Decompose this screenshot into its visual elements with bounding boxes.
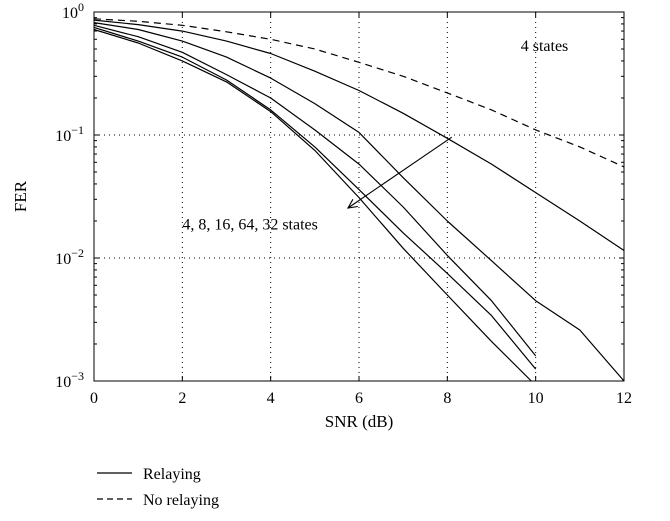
series-line-relaying-5 bbox=[93, 28, 532, 382]
legend-label-relaying: Relaying bbox=[143, 466, 201, 483]
series-line-no-relaying-0 bbox=[93, 18, 625, 168]
x-tick-label: 2 bbox=[178, 390, 186, 407]
series-line-relaying-3 bbox=[93, 24, 537, 357]
y-axis-label: FER bbox=[11, 180, 30, 212]
legend-label-no-relaying: No relaying bbox=[143, 492, 219, 509]
annotation-arrowhead bbox=[346, 199, 358, 209]
x-tick-label: 4 bbox=[267, 390, 275, 407]
x-tick-label: 8 bbox=[443, 390, 451, 407]
no-relaying-annotation: 4 states bbox=[521, 38, 569, 55]
series-line-relaying-2 bbox=[93, 22, 625, 382]
x-axis-label: SNR (dB) bbox=[325, 412, 393, 431]
annotation-layer: 4 states 4, 8, 16, 64, 32 states bbox=[182, 38, 568, 233]
relaying-annotation: 4, 8, 16, 64, 32 states bbox=[182, 217, 318, 234]
x-tick-label: 10 bbox=[528, 390, 544, 407]
series-line-relaying-1 bbox=[93, 19, 625, 251]
y-tick-label: 10−2 bbox=[55, 246, 84, 268]
y-tick-label: 10−3 bbox=[55, 369, 84, 391]
annotation-arrow bbox=[347, 136, 453, 209]
chart-curves bbox=[93, 18, 625, 382]
y-tick-label: 100 bbox=[62, 0, 84, 22]
series-line-relaying-4 bbox=[93, 26, 537, 370]
x-tick-label: 0 bbox=[90, 390, 98, 407]
axis-ticks: 0 2 4 6 8 10 12 100 10−1 10−2 10−3 bbox=[55, 0, 632, 407]
grid-lines bbox=[94, 12, 624, 381]
legend: Relaying No relaying bbox=[97, 466, 219, 509]
x-tick-label: 6 bbox=[355, 390, 363, 407]
x-tick-label: 12 bbox=[616, 390, 632, 407]
y-tick-label: 10−1 bbox=[55, 123, 84, 145]
